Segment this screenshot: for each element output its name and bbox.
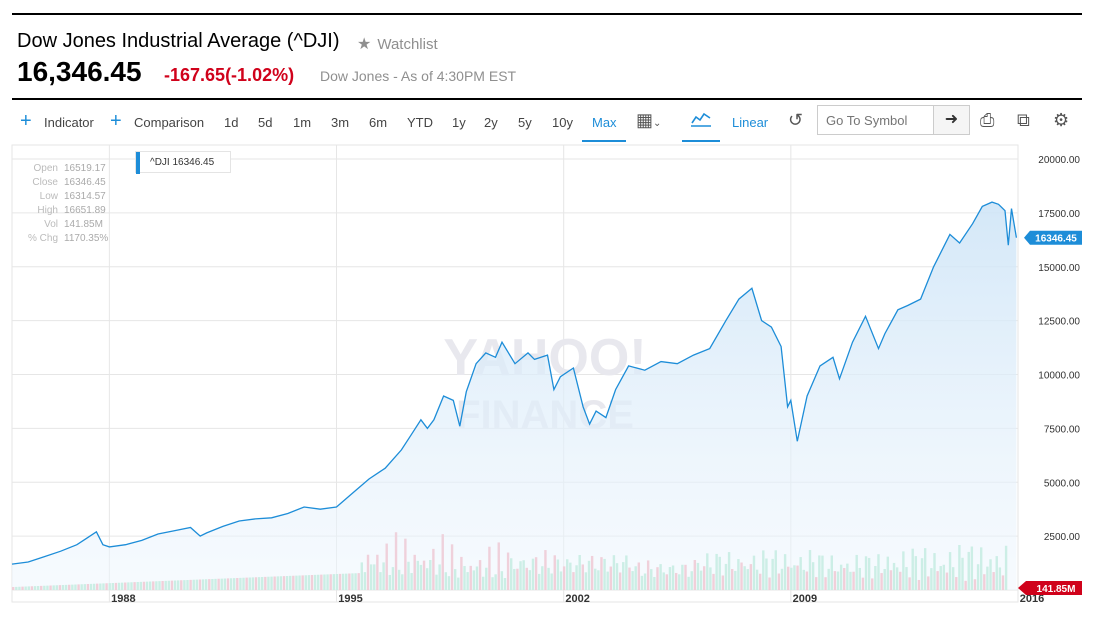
- range-selected-underline: [582, 140, 626, 142]
- arrow-right-icon: ➜: [944, 111, 959, 128]
- volume-marker: 141.85M: [1018, 581, 1082, 595]
- range-10y[interactable]: 10y: [552, 115, 573, 130]
- y-tick-label: 2500.00: [1044, 532, 1081, 543]
- open-label: Open: [33, 163, 58, 174]
- print-icon[interactable]: ⎙: [980, 110, 995, 130]
- y-axis: 20000.00 17500.00 15000.00 12500.00 10000.00…: [1038, 155, 1080, 597]
- star-icon: ★: [357, 36, 372, 53]
- pct-change-label: % Chg: [27, 233, 58, 244]
- y-tick-label: 15000.00: [1038, 263, 1080, 274]
- change-percent: (-1.02%): [225, 65, 295, 85]
- as-of-text: Dow Jones - As of 4:30PM EST: [320, 68, 517, 84]
- range-1d[interactable]: 1d: [224, 115, 239, 130]
- range-3m[interactable]: 3m: [331, 115, 350, 130]
- range-1m[interactable]: 1m: [293, 115, 312, 130]
- watchlist-label: Watchlist: [377, 35, 438, 53]
- current-price: 16,346.45: [17, 56, 142, 87]
- x-tick-label: 2009: [793, 593, 817, 605]
- x-tick-label: 1995: [338, 593, 362, 605]
- x-tick-label: 2002: [565, 593, 589, 605]
- last-price-text: 16346.45: [1035, 234, 1077, 245]
- range-5d[interactable]: 5d: [258, 115, 273, 130]
- chart-type-underline: [682, 140, 720, 142]
- vol-label: Vol: [44, 219, 58, 230]
- go-arrow-button[interactable]: ➜: [933, 105, 970, 135]
- indicator-label: Indicator: [44, 115, 94, 130]
- close-label: Close: [32, 177, 58, 188]
- calendar-icon[interactable]: ▦⌄: [636, 110, 662, 130]
- pct-change-value: 1170.35%: [64, 233, 109, 244]
- close-value: 16346.45: [64, 177, 106, 188]
- legend-color-swatch: [136, 152, 140, 174]
- header-rule: [12, 98, 1082, 100]
- chart-type-glyph: [691, 112, 711, 127]
- vol-value: 141.85M: [64, 219, 103, 230]
- x-tick-label: 1988: [111, 593, 135, 605]
- volume-text: 141.85M: [1037, 584, 1076, 595]
- indicator-button[interactable]: + Indicator: [20, 110, 94, 132]
- last-price-tag: [1024, 230, 1082, 245]
- price-line: [11, 201, 1018, 565]
- watchlist-button[interactable]: ★ Watchlist: [357, 34, 438, 54]
- y-tick-label: 5000.00: [1044, 478, 1081, 489]
- volume-tag: [1018, 581, 1082, 595]
- x-tick-label: 2016: [1020, 593, 1044, 605]
- high-value: 16651.89: [64, 205, 106, 216]
- x-axis: 1988 1995 2002 2009 2016: [111, 593, 1044, 605]
- last-price-marker: 16346.45: [1024, 230, 1082, 245]
- series-legend[interactable]: ^DJI 16346.45: [135, 151, 231, 174]
- range-2y[interactable]: 2y: [484, 115, 498, 130]
- ohlc-panel: Open 16519.17 Close 16346.45 Low 16314.57 H…: [20, 162, 108, 246]
- low-value: 16314.57: [64, 191, 106, 202]
- chart-type-icon[interactable]: [690, 109, 712, 134]
- price-change: -167.65(-1.02%): [164, 65, 294, 86]
- open-value: 16519.17: [64, 163, 106, 174]
- y-tick-label: 20000.00: [1038, 155, 1080, 166]
- popout-icon[interactable]: ⧉: [1017, 110, 1030, 130]
- y-tick-label: 17500.00: [1038, 209, 1080, 220]
- y-tick-label: 7500.00: [1044, 424, 1081, 435]
- range-max[interactable]: Max: [592, 115, 617, 130]
- chart-toolbar: + Indicator + Comparison 1d 5d 1m 3m 6m …: [12, 104, 1082, 142]
- y-tick-label: 10000.00: [1038, 371, 1080, 382]
- high-label: High: [37, 205, 58, 216]
- plus-icon: +: [110, 110, 122, 132]
- plus-icon: +: [20, 110, 32, 132]
- chevron-down-icon: ⌄: [653, 118, 662, 129]
- y-tick-label: 12500.00: [1038, 317, 1080, 328]
- price-area: [12, 202, 1017, 590]
- range-5y[interactable]: 5y: [518, 115, 532, 130]
- scale-toggle[interactable]: Linear: [732, 115, 769, 130]
- comparison-button[interactable]: + Comparison: [110, 110, 205, 132]
- undo-icon[interactable]: ↺: [788, 110, 804, 130]
- page-title: Dow Jones Industrial Average (^DJI): [17, 30, 340, 52]
- settings-gear-icon[interactable]: ⚙: [1053, 110, 1070, 130]
- range-6m[interactable]: 6m: [369, 115, 388, 130]
- comparison-label: Comparison: [134, 115, 205, 130]
- range-ytd[interactable]: YTD: [407, 115, 433, 130]
- top-rule: [12, 13, 1082, 15]
- range-1y[interactable]: 1y: [452, 115, 466, 130]
- legend-label: ^DJI 16346.45: [150, 157, 215, 168]
- low-label: Low: [39, 191, 58, 202]
- change-value: -167.65: [164, 65, 226, 85]
